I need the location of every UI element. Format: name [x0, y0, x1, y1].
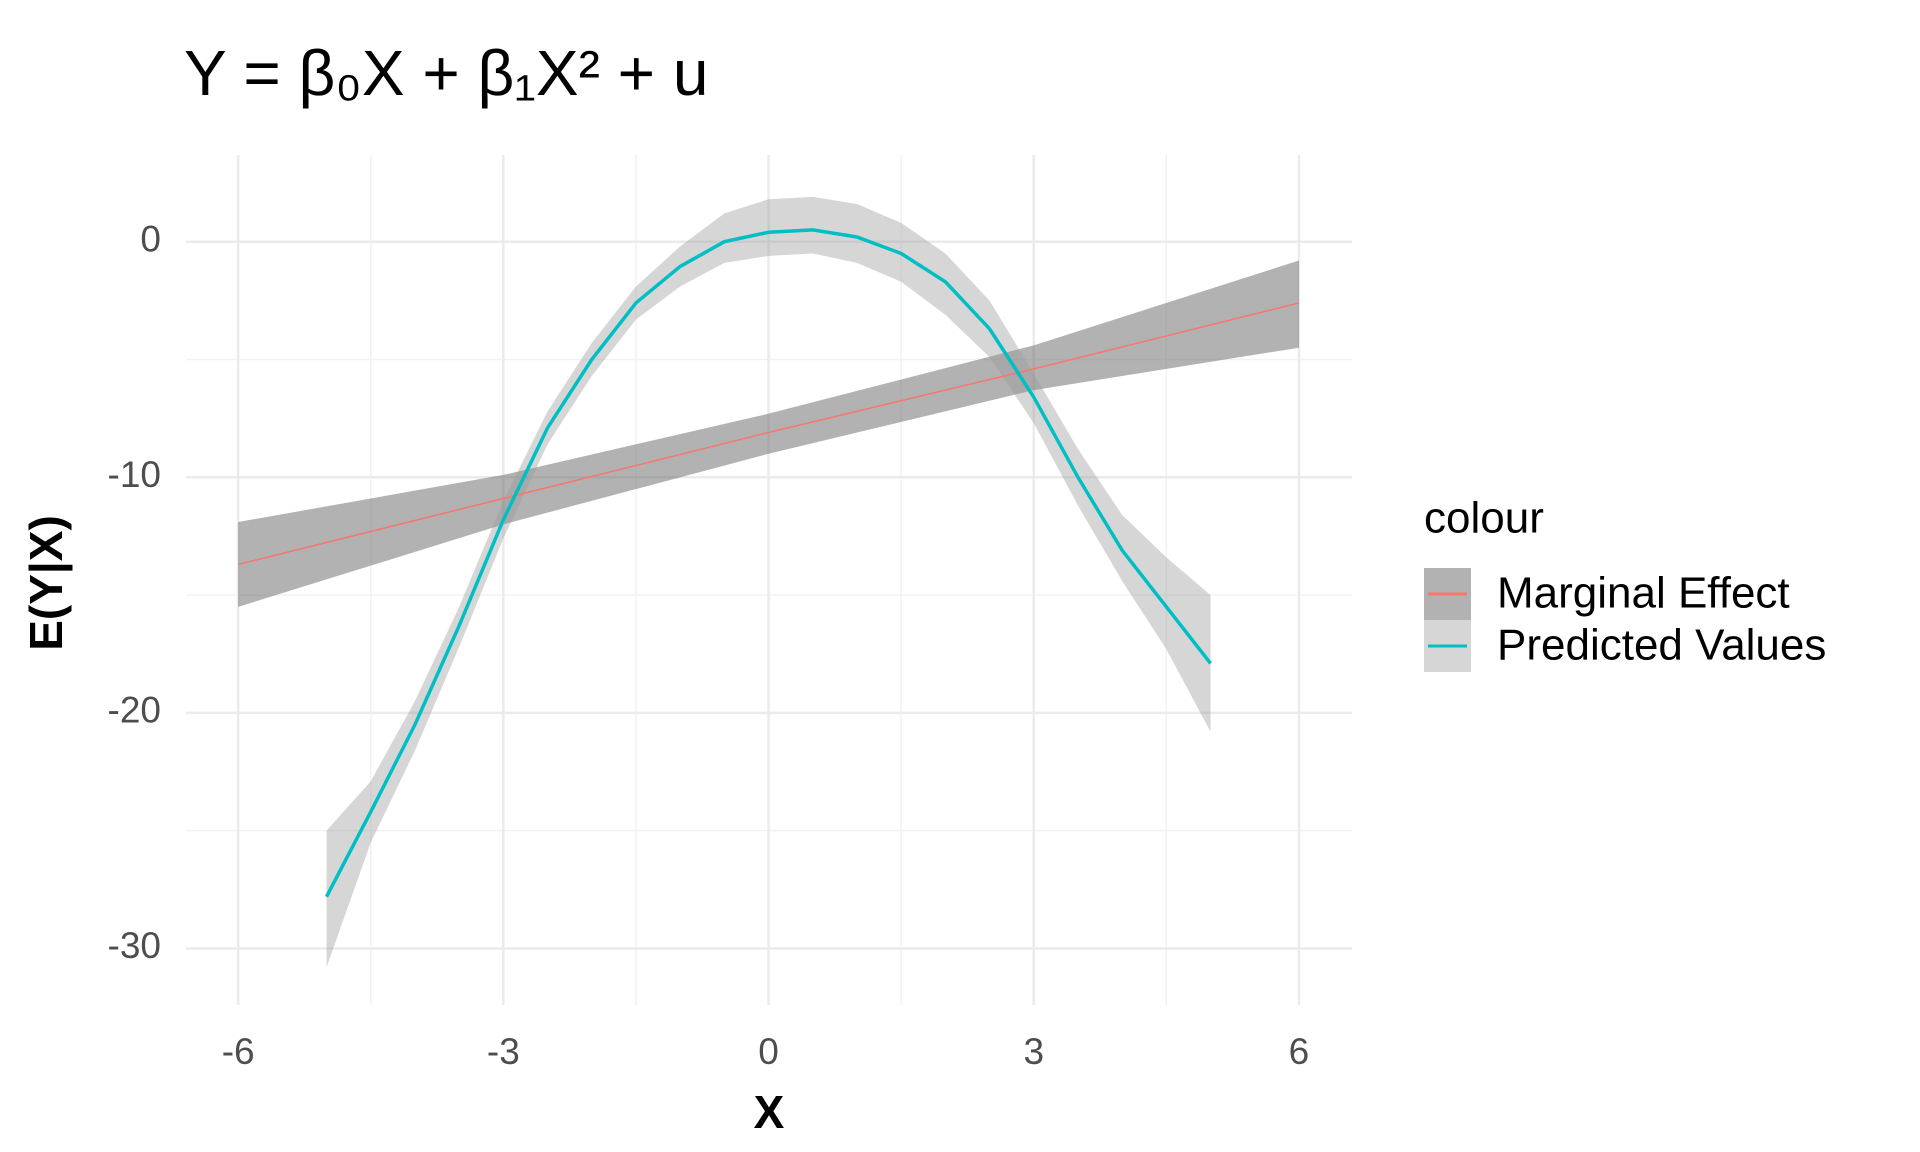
x-tick-label: -3: [487, 1031, 520, 1072]
y-axis-title: E(Y|X): [20, 515, 72, 651]
x-axis-title: X: [754, 1086, 785, 1138]
y-tick-label: -20: [108, 690, 161, 731]
series-line: [325, 228, 1212, 898]
x-tick-label: 0: [758, 1031, 779, 1072]
y-tick-label: -30: [108, 925, 161, 966]
y-tick-label: 0: [140, 218, 161, 259]
x-tick-label: 6: [1289, 1031, 1310, 1072]
legend-label: Predicted Values: [1497, 621, 1826, 670]
x-tick-label: -6: [222, 1031, 255, 1072]
series-line: [237, 302, 1300, 566]
y-tick-label: -10: [108, 454, 161, 495]
legend-label: Marginal Effect: [1497, 569, 1790, 618]
legend-title: colour: [1424, 494, 1544, 543]
chart-title: Y = β₀X + β₁X² + u: [184, 37, 708, 109]
x-tick-label: 3: [1023, 1031, 1044, 1072]
